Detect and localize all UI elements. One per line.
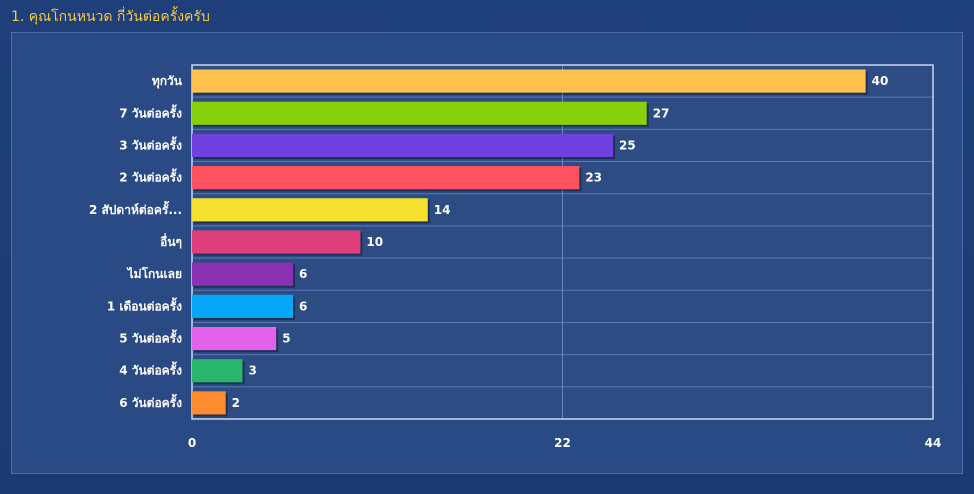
category-label: 2 วันต่อครั้ง — [119, 168, 182, 185]
category-label: 1 เดือนต่อครั้ง — [107, 296, 182, 313]
data-label: 10 — [366, 235, 383, 249]
data-label: 3 — [249, 364, 257, 378]
bar — [192, 198, 428, 222]
category-label: 3 วันต่อครั้ง — [119, 135, 182, 152]
data-label: 6 — [299, 299, 307, 313]
category-label: ไม่โกนเลย — [126, 266, 182, 281]
bar — [192, 230, 361, 254]
x-tick-label: 22 — [554, 436, 571, 450]
bar — [192, 101, 647, 125]
bar — [192, 262, 294, 286]
category-label: อื่นๆ — [160, 233, 182, 249]
category-label: 4 วันต่อครั้ง — [119, 361, 182, 378]
data-label: 14 — [434, 203, 451, 217]
category-label: 7 วันต่อครั้ง — [119, 103, 182, 120]
category-label: 6 วันต่อครั้ง — [119, 393, 182, 410]
bar — [192, 69, 866, 93]
category-label: 2 สัปดาห์ต่อครั้... — [89, 200, 182, 217]
data-label: 27 — [653, 106, 670, 120]
bar — [192, 391, 226, 415]
data-label: 2 — [232, 396, 240, 410]
data-label: 25 — [619, 138, 636, 152]
category-label: 5 วันต่อครั้ง — [119, 329, 182, 346]
category-label: ทุกวัน — [152, 74, 183, 89]
data-label: 40 — [872, 74, 889, 88]
bar — [192, 166, 580, 190]
bar — [192, 326, 277, 351]
bar — [192, 294, 294, 318]
chart-title: 1. คุณโกนหนวด กี่วันต่อครั้งครับ — [11, 9, 210, 25]
data-label: 5 — [282, 332, 290, 346]
x-tick-label: 0 — [188, 436, 196, 450]
bar — [192, 359, 243, 383]
data-label: 6 — [299, 267, 307, 281]
bar — [192, 133, 614, 158]
chart-panel: 0 22 44 ทุกวัน 40 7 วันต่อครั้ง 27 3 วันต่อครั้… — [11, 32, 963, 474]
data-label: 23 — [585, 171, 602, 185]
bar-chart: 0 22 44 ทุกวัน 40 7 วันต่อครั้ง 27 3 วันต่อครั้… — [89, 64, 942, 450]
x-tick-label: 44 — [925, 436, 942, 450]
